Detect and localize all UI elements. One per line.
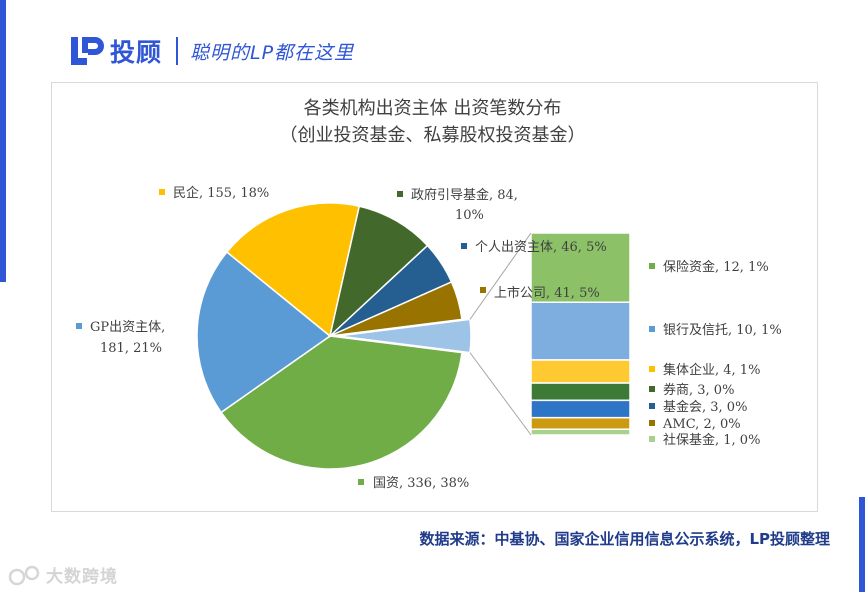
watermark-text: 大数跨境: [46, 567, 118, 587]
connector-line: [469, 352, 532, 436]
label-listed: 上市公司, 41, 5%: [494, 285, 600, 301]
label-amc: AMC, 2, 0%: [662, 417, 741, 432]
data-source: 数据来源：中基协、国家企业信用信息公示系统，LP投顾整理: [419, 530, 830, 548]
label-social: 社保基金, 1, 0%: [663, 432, 760, 448]
breakdown-bar: [530, 232, 631, 436]
label-marker-collective: [649, 366, 655, 372]
label-foundation: 基金会, 3, 0%: [663, 399, 747, 415]
pie-slice: [337, 318, 472, 354]
pie-slice: [196, 250, 332, 414]
label-marker-individual: [461, 243, 467, 249]
label-marker-minqi: [159, 189, 165, 195]
label-marker-social: [649, 436, 655, 442]
right-accent-bar: [859, 497, 865, 592]
label-gov-fund-line1: 政府引导基金, 84,: [411, 187, 518, 203]
chart-subtitle: （创业投资基金、私募股权投资基金）: [279, 125, 586, 146]
bar-segment: [530, 399, 631, 419]
label-marker-listed: [480, 287, 486, 293]
watermark-logo-icon: [8, 565, 40, 585]
watermark: 大数跨境: [8, 562, 118, 587]
chart-title: 各类机构出资主体 出资笔数分布: [303, 98, 562, 119]
bar-segment: [530, 416, 631, 430]
label-marker-gp: [76, 323, 82, 329]
pie-slice: [329, 280, 463, 337]
pie-slices: [196, 202, 472, 470]
pie-slice: [225, 202, 361, 338]
bar-segment: [530, 428, 631, 436]
label-insurance: 保险资金, 12, 1%: [663, 259, 769, 275]
label-marker-guozi: [358, 479, 364, 485]
label-gp-line2: 181, 21%: [100, 341, 162, 356]
brand-slogan: 聪明的LP都在这里: [190, 41, 355, 64]
label-marker-amc: [649, 420, 655, 426]
brand-header: 投顾 聪明的LP都在这里: [68, 31, 354, 71]
bar-segment: [530, 232, 631, 304]
label-marker-insurance: [649, 263, 655, 269]
label-marker-bank: [649, 326, 655, 332]
connector-lines: [469, 232, 532, 436]
label-marker-broker: [649, 386, 655, 392]
label-marker-foundation: [649, 403, 655, 409]
brand-name: 投顾: [110, 38, 163, 67]
connector-line: [469, 232, 532, 320]
label-collective: 集体企业, 4, 1%: [663, 362, 760, 378]
pie-slice: [328, 205, 429, 339]
left-accent-bar: [0, 0, 6, 282]
label-guozi: 国资, 336, 38%: [373, 476, 469, 491]
bar-segment: [530, 359, 631, 384]
brand-divider: [176, 37, 179, 65]
pie-slice: [220, 335, 463, 470]
label-gp-line1: GP出资主体,: [90, 320, 165, 335]
lp-logo-icon: [71, 37, 104, 65]
bar-segment: [530, 301, 631, 361]
label-broker: 券商, 3, 0%: [663, 382, 734, 398]
bar-segment: [530, 382, 631, 402]
label-bank: 银行及信托, 10, 1%: [663, 323, 782, 338]
label-gov-fund-line2: 10%: [455, 208, 484, 223]
label-minqi: 民企, 155, 18%: [173, 185, 269, 201]
label-marker-gov-fund: [397, 191, 403, 197]
label-individual: 个人出资主体, 46, 5%: [475, 240, 607, 255]
